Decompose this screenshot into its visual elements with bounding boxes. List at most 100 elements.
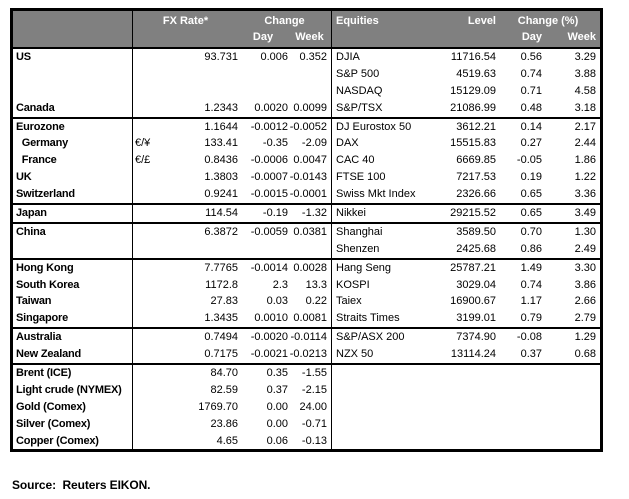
fx-day-change [238, 83, 288, 100]
row-group: Japan 114.54 -0.19 -1.32 Nikkei 29215.52… [13, 205, 600, 224]
row-group: China 6.3872 -0.0059 0.0381 Shanghai 358… [13, 223, 600, 260]
header-fx-rate: FX Rate* [162, 15, 209, 27]
fx-week-change: -0.13 [301, 434, 327, 447]
equity-day-change: 0.74 [520, 67, 542, 80]
equity-level: 4519.63 [456, 67, 496, 80]
fx-rate-value [163, 66, 238, 83]
equity-week-change [542, 399, 600, 416]
equity-day-change: 0.70 [520, 225, 542, 238]
row-group: Hong Kong 7.7765 -0.0014 0.0028 Hang Sen… [13, 259, 600, 330]
equity-level: 6669.85 [456, 154, 496, 167]
table-footnotes: Source: Reuters EIKON. * FX Rate for USD… [12, 440, 615, 499]
fx-rate-value: 133.41 [204, 137, 238, 150]
table-row: Taiwan 27.83 0.03 0.22 Taiex 16900.67 1.… [13, 293, 600, 311]
header-name-spacer2 [13, 30, 133, 47]
equity-week-change: 3.88 [574, 67, 596, 80]
equity-level: 15129.09 [450, 84, 496, 97]
header-level-spacer [438, 30, 496, 47]
fx-day-change [238, 241, 288, 258]
fx-name: Gold (Comex) [13, 398, 133, 416]
fx-week-change: 0.352 [299, 51, 327, 63]
equity-week-change: 1.22 [574, 171, 596, 184]
fx-day-change: 0.37 [266, 383, 288, 396]
equity-name: Shenzen [331, 240, 438, 258]
fx-currency-pair [133, 329, 163, 346]
fx-day-change: -0.35 [262, 137, 288, 150]
header-name-spacer [13, 11, 133, 30]
fx-rate-value: 93.731 [204, 51, 238, 63]
fx-currency-pair: €/¥ [135, 137, 151, 150]
table-row: China 6.3872 -0.0059 0.0381 Shanghai 358… [13, 223, 600, 241]
table-row: Copper (Comex) 4.65 0.06 -0.13 [13, 432, 600, 450]
fx-day-change: -0.0021 [250, 348, 288, 361]
equity-day-change [496, 382, 542, 399]
equity-week-change: 1.30 [574, 225, 596, 238]
fx-name: Copper (Comex) [13, 432, 133, 450]
equity-day-change: 1.49 [520, 261, 542, 274]
fx-week-change: 0.0381 [293, 225, 327, 238]
fx-week-change: 0.0047 [293, 154, 327, 167]
fx-rate-value: 82.59 [210, 383, 238, 396]
equity-name: Hang Seng [331, 259, 438, 277]
equity-day-change: -0.05 [516, 154, 542, 167]
fx-name: Silver (Comex) [13, 415, 133, 433]
fx-day-change: 0.00 [266, 417, 288, 430]
equity-level [438, 382, 496, 399]
fx-week-change: -0.0213 [289, 348, 327, 361]
equity-level: 13114.24 [450, 348, 496, 361]
equity-name: Shanghai [331, 223, 438, 241]
equity-name: CAC 40 [331, 152, 438, 170]
fx-name: New Zealand [13, 346, 133, 364]
fx-week-change: 0.0099 [293, 101, 327, 114]
fx-week-change: 13.3 [305, 278, 327, 291]
fx-rate-value: 27.83 [210, 295, 238, 308]
row-group: Eurozone 1.1644 -0.0012 -0.0052 DJ Euros… [13, 118, 600, 206]
fx-day-change: -0.19 [262, 207, 288, 220]
row-group: US 93.731 0.006 0.352 DJIA 11716.54 0.56… [13, 49, 600, 119]
fx-name: UK [13, 169, 133, 187]
fx-name: South Korea [13, 276, 133, 294]
equity-name: NASDAQ [331, 82, 438, 100]
fx-rate-value: 1769.70 [198, 400, 238, 413]
header-fx-day: Day [252, 31, 274, 43]
fx-currency-pair [133, 49, 163, 66]
equity-level: 7217.53 [456, 171, 496, 184]
fx-currency-pair [133, 365, 163, 382]
header-level: Level [467, 15, 496, 27]
equity-level [438, 399, 496, 416]
header-fx-spacer [133, 30, 238, 47]
equity-week-change: 3.49 [574, 207, 596, 220]
source-note: Source: Reuters EIKON. [12, 478, 151, 492]
header-eq-week: Week [567, 31, 596, 43]
equity-name: DJIA [331, 49, 438, 66]
equity-week-change: 2.79 [574, 312, 596, 325]
equity-name [331, 398, 438, 416]
equity-level: 2326.66 [456, 188, 496, 201]
equity-week-change: 3.30 [574, 261, 596, 274]
equity-level: 7374.90 [456, 331, 496, 344]
equity-name: KOSPI [331, 276, 438, 294]
fx-currency-pair [133, 119, 163, 136]
fx-rate-value: 0.8436 [204, 154, 238, 167]
fx-rate-value: 0.7175 [204, 348, 238, 361]
equity-week-change [542, 365, 600, 382]
fx-week-change: -0.0143 [289, 171, 327, 184]
fx-week-change: 24.00 [299, 400, 327, 413]
header-equities-change-pct: Change (%) [517, 15, 579, 27]
fx-day-change: 0.06 [266, 434, 288, 447]
fx-week-change: -0.71 [301, 417, 327, 430]
equity-name: NZX 50 [331, 346, 438, 364]
fx-day-change: -0.0012 [250, 120, 288, 133]
table-row: Hong Kong 7.7765 -0.0014 0.0028 Hang Sen… [13, 259, 600, 277]
equity-day-change: 0.86 [520, 242, 542, 255]
fx-currency-pair [133, 346, 163, 363]
table-row: South Korea 1172.8 2.3 13.3 KOSPI 3029.0… [13, 276, 600, 294]
fx-rate-value: 1172.8 [205, 278, 238, 291]
table-row: Light crude (NYMEX) 82.59 0.37 -2.15 [13, 381, 600, 399]
fx-name: US [13, 49, 133, 66]
fx-week-change: -2.09 [301, 137, 327, 150]
fx-day-change: 0.0010 [254, 312, 288, 325]
fx-name: Germany [13, 135, 133, 153]
equity-name: DAX [331, 135, 438, 153]
equity-week-change: 2.49 [574, 242, 596, 255]
